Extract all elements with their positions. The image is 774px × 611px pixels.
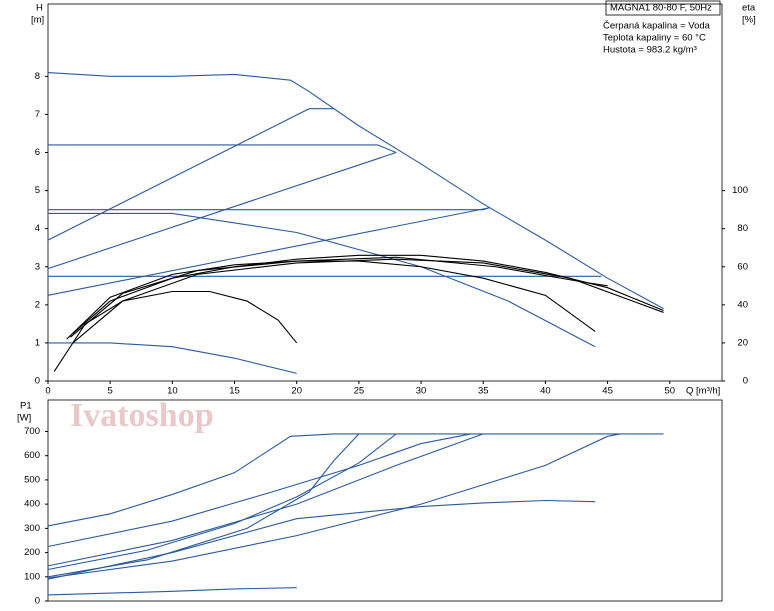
y-tick-label: 6 [35,147,40,158]
curve [47,587,297,596]
x-axis-label: Q [m³/h] [686,386,720,397]
curve [66,260,596,340]
curve [47,433,360,578]
curve [48,144,397,154]
y-tick-label: 5 [35,185,40,196]
annotation: Čerpaná kapalina = Voda [603,21,711,32]
x-tick-label: 5 [108,386,113,397]
y-tick-label: 400 [24,499,40,510]
y2-tick-label: 80 [737,223,748,234]
y-tick-label: 3 [35,261,40,272]
title-box [605,0,721,16]
y-axis-unit: [W] [17,413,31,424]
x-tick-label: 45 [602,386,613,397]
curve [47,433,397,571]
y2-tick-label: 40 [737,299,748,310]
y-tick-label: 8 [35,71,40,82]
curve [72,254,664,334]
curve [47,433,484,567]
y-tick-label: 100 [24,571,40,582]
curve [47,433,471,548]
y-tick-label: 1 [35,337,40,348]
y-axis-unit: [m] [31,15,44,26]
curve [47,108,335,241]
y2-tick-label: 100 [732,185,748,196]
watermark: Ivatoshop [70,397,214,434]
curve [47,433,664,527]
curve [47,207,490,296]
x-tick-label: 15 [229,386,240,397]
x-tick-label: 20 [291,386,302,397]
y2-tick-label: 20 [737,337,748,348]
curve [48,342,297,374]
curve [70,256,608,338]
annotation: Hustota = 983.2 kg/m³ [603,45,697,56]
y-tick-label: 600 [24,450,40,461]
y-tick-label: 7 [35,109,40,120]
x-tick-label: 40 [540,386,551,397]
plot-frame [47,399,723,602]
plot-frame [47,3,723,382]
x-tick-label: 50 [664,386,675,397]
y-axis-label: P1 [20,401,32,412]
curve [72,258,664,344]
y-tick-label: 0 [35,596,40,607]
y-tick-label: 4 [35,223,40,234]
curve [47,499,596,580]
x-tick-label: 25 [354,386,365,397]
curve [47,72,664,310]
curve [48,212,596,348]
x-tick-label: 10 [167,386,178,397]
x-tick-label: 0 [45,386,50,397]
y-axis-label: H [36,3,43,14]
annotation: Teplota kapaliny = 60 °C [603,33,706,44]
curve [47,151,397,270]
y-tick-label: 2 [35,299,40,310]
x-tick-label: 30 [416,386,427,397]
curve [53,290,298,372]
y2-axis-unit: [%] [742,15,756,26]
y-tick-label: 300 [24,523,40,534]
y-tick-label: 200 [24,547,40,558]
curve [47,433,621,579]
y2-axis-label: eta [742,3,756,14]
y2-tick-label: 60 [737,261,748,272]
chart-title: MAGNA1 80-80 F, 50Hz [610,3,712,14]
y-tick-label: 0 [35,376,40,387]
y2-tick-label: 0 [743,376,748,387]
curve [48,207,490,211]
y-tick-label: 700 [24,426,40,437]
x-tick-label: 35 [478,386,489,397]
y-tick-label: 500 [24,474,40,485]
